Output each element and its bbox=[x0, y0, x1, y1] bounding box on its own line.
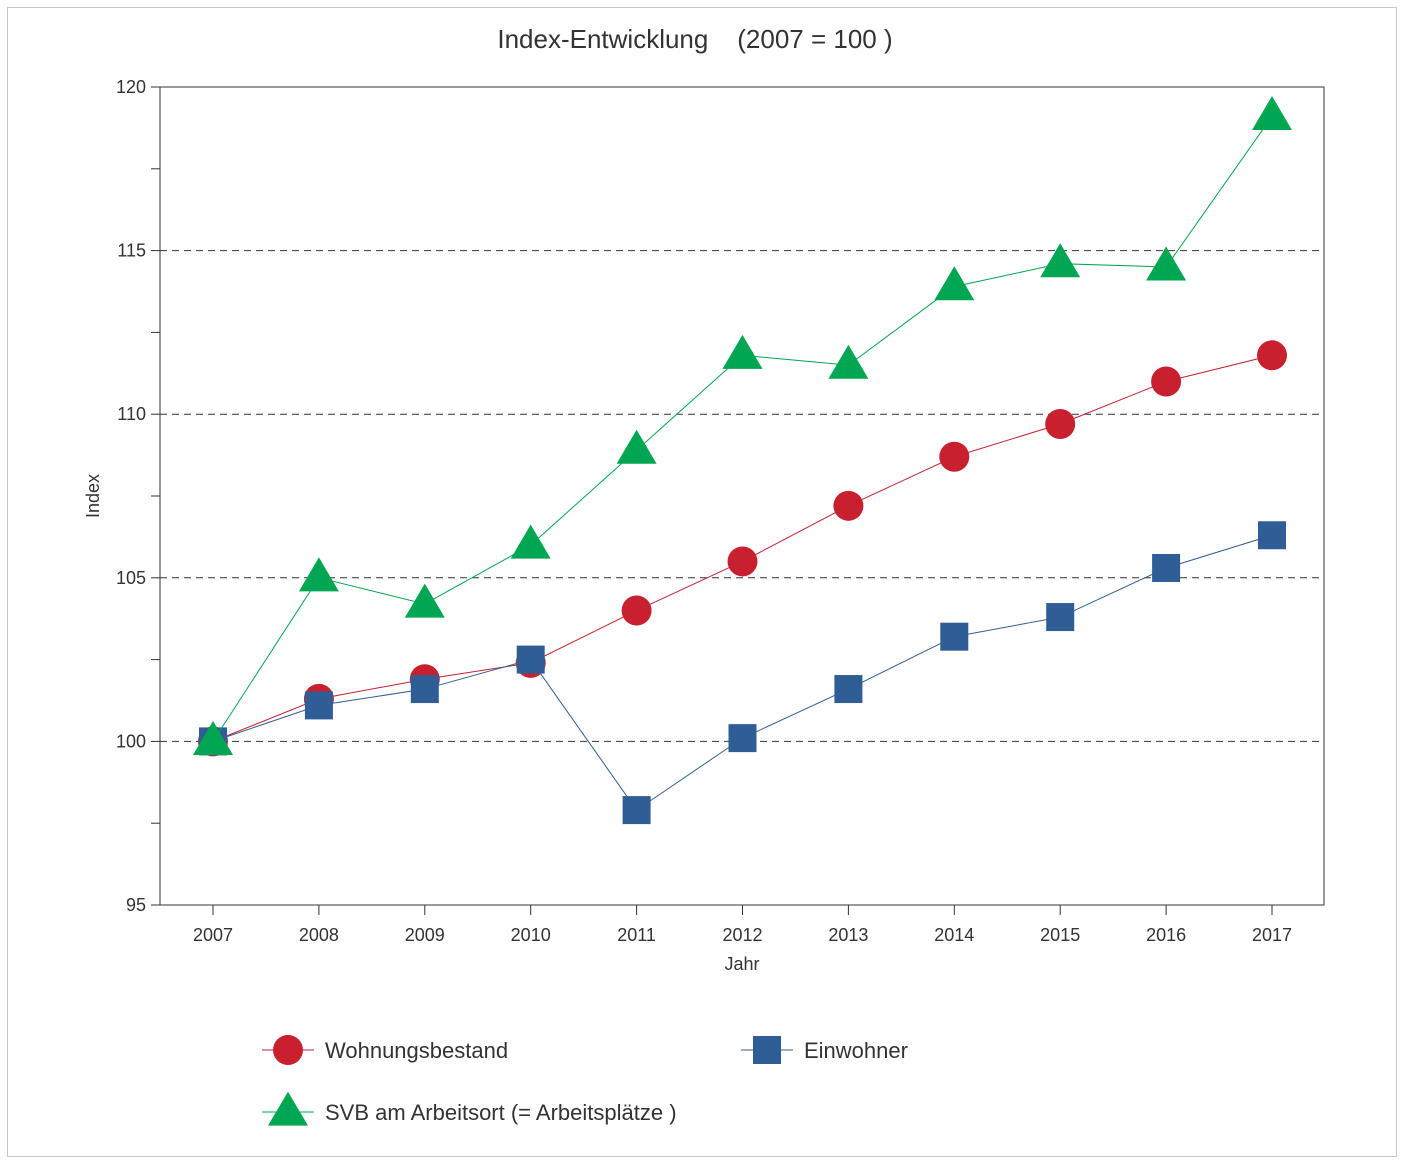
data-point bbox=[304, 691, 333, 720]
data-point bbox=[410, 675, 439, 704]
x-tick-label: 2016 bbox=[1146, 925, 1186, 945]
data-point bbox=[939, 441, 970, 472]
legend-label: Einwohner bbox=[804, 1038, 908, 1063]
series-line bbox=[212, 534, 1273, 811]
chart-title: Index-Entwicklung (2007 = 100 ) bbox=[497, 24, 892, 54]
data-point bbox=[516, 645, 545, 674]
x-tick-label: 2015 bbox=[1040, 925, 1080, 945]
legend-marker bbox=[753, 1036, 781, 1064]
series-square bbox=[199, 521, 1286, 825]
data-point bbox=[621, 595, 652, 626]
x-tick-label: 2008 bbox=[299, 925, 339, 945]
y-tick-label: 110 bbox=[117, 404, 146, 424]
data-point bbox=[934, 266, 975, 301]
data-point bbox=[193, 721, 233, 755]
legend-label: Wohnungsbestand bbox=[325, 1038, 508, 1063]
data-point bbox=[834, 675, 863, 704]
data-point bbox=[828, 344, 869, 379]
series-circle bbox=[198, 340, 1287, 757]
y-tick-label: 105 bbox=[116, 568, 146, 588]
chart-frame bbox=[7, 7, 1397, 1157]
x-axis-title: Jahr bbox=[724, 954, 759, 974]
data-point bbox=[404, 583, 445, 618]
series bbox=[193, 96, 1292, 825]
series-triangle bbox=[193, 96, 1292, 755]
y-tick-label: 95 bbox=[126, 895, 146, 915]
legend-item: Einwohner bbox=[741, 1036, 908, 1064]
legend-label: SVB am Arbeitsort (= Arbeitsplätze ) bbox=[325, 1100, 677, 1125]
x-tick-label: 2012 bbox=[722, 925, 762, 945]
plot-area bbox=[159, 86, 1325, 906]
data-point bbox=[1151, 366, 1182, 397]
y-axis-title: Index bbox=[83, 474, 103, 518]
data-point bbox=[616, 429, 657, 464]
y-tick-label: 115 bbox=[117, 241, 146, 261]
axes: 95 100 105 110 115 120 2007 2008 2009 2010 2011 201… bbox=[116, 77, 1292, 945]
x-tick-label: 2007 bbox=[193, 925, 233, 945]
data-point bbox=[1152, 553, 1181, 582]
gridlines bbox=[160, 250, 1324, 742]
data-point bbox=[298, 557, 339, 592]
series-line bbox=[212, 116, 1273, 742]
legend-item: Wohnungsbestand bbox=[262, 1035, 508, 1065]
x-tick-label: 2011 bbox=[617, 925, 656, 945]
x-tick-label: 2009 bbox=[405, 925, 445, 945]
data-point bbox=[1046, 603, 1075, 632]
data-point bbox=[940, 622, 969, 651]
legend-marker bbox=[273, 1035, 303, 1065]
data-point bbox=[1040, 243, 1081, 278]
data-point bbox=[1257, 340, 1287, 371]
x-tick-label: 2017 bbox=[1252, 925, 1292, 945]
data-point bbox=[722, 334, 763, 369]
data-point bbox=[1252, 96, 1292, 131]
legend-item: SVB am Arbeitsort (= Arbeitsplätze ) bbox=[262, 1091, 677, 1126]
x-tick-label: 2013 bbox=[828, 925, 868, 945]
data-point bbox=[622, 796, 651, 825]
x-tick-label: 2010 bbox=[511, 925, 551, 945]
data-point bbox=[1146, 246, 1187, 281]
data-point bbox=[833, 490, 864, 521]
data-point bbox=[510, 524, 551, 559]
data-point bbox=[1258, 521, 1286, 550]
y-tick-label: 100 bbox=[116, 731, 146, 751]
data-point bbox=[727, 546, 758, 577]
y-tick-label: 120 bbox=[116, 77, 146, 97]
x-tick-label: 2014 bbox=[934, 925, 974, 945]
data-point bbox=[1045, 409, 1076, 440]
legend: Wohnungsbestand Einwohner SVB am Arbeitsor… bbox=[262, 1035, 908, 1126]
legend-marker bbox=[268, 1091, 308, 1126]
data-point bbox=[728, 724, 757, 753]
